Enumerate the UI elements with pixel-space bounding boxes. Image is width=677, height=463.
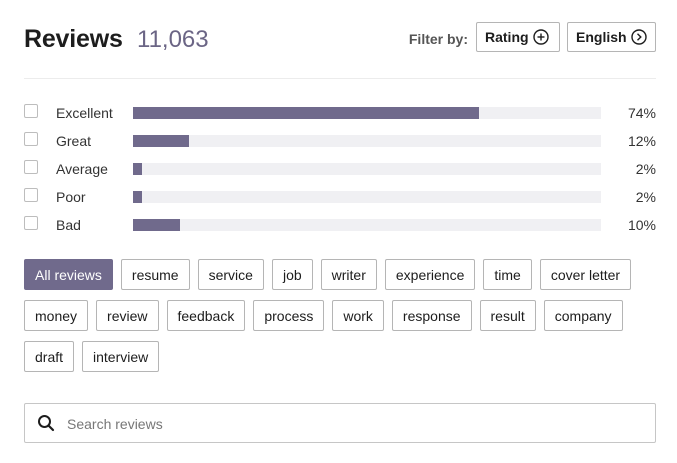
search-input[interactable]: [65, 404, 647, 444]
rating-bar-fill: [133, 107, 480, 119]
rating-bar-fill: [133, 163, 143, 175]
rating-label: Bad: [56, 217, 81, 233]
tag-resume[interactable]: resume: [120, 259, 190, 290]
filter-label: Filter by:: [408, 31, 468, 47]
rating-label: Average: [56, 161, 108, 177]
tag-review[interactable]: review: [96, 300, 159, 331]
tag-service[interactable]: service: [197, 259, 264, 290]
rating-percent: 74%: [627, 105, 656, 121]
rating-row[interactable]: Bad 10%: [24, 214, 656, 242]
tag-result[interactable]: result: [479, 300, 536, 331]
rating-row[interactable]: Average 2%: [24, 158, 656, 186]
page-title: Reviews: [24, 25, 123, 53]
rating-bar-fill: [133, 191, 143, 203]
rating-row[interactable]: Excellent 74%: [24, 102, 656, 130]
review-topic-tags: All reviews resume service job writer experie…: [24, 259, 664, 372]
rating-bar-track: [133, 219, 601, 231]
rating-bar-track: [133, 107, 601, 119]
rating-checkbox[interactable]: [24, 104, 38, 118]
rating-percent: 2%: [635, 189, 656, 205]
plus-circle-icon: [532, 29, 549, 45]
rating-checkbox[interactable]: [24, 132, 38, 146]
rating-row[interactable]: Poor 2%: [24, 186, 656, 214]
search-box: [24, 403, 656, 444]
tag-company[interactable]: company: [543, 300, 623, 331]
tag-work[interactable]: work: [332, 300, 384, 331]
tag-writer[interactable]: writer: [320, 259, 377, 290]
tag-interview[interactable]: interview: [82, 341, 160, 372]
tag-money[interactable]: money: [24, 300, 89, 331]
reviews-header: Reviews 11,063 Filter by: Rating English: [24, 18, 656, 58]
rating-label: Poor: [56, 189, 86, 205]
tag-experience[interactable]: experience: [384, 259, 476, 290]
header-divider: [24, 78, 656, 79]
review-count: 11,063: [137, 26, 209, 53]
language-filter-button[interactable]: English: [567, 22, 656, 52]
rating-percent: 2%: [635, 161, 656, 177]
tag-time[interactable]: time: [483, 259, 532, 290]
rating-bar-track: [133, 135, 601, 147]
tag-draft[interactable]: draft: [24, 341, 75, 372]
rating-checkbox[interactable]: [24, 188, 38, 202]
rating-breakdown: Excellent 74% Great 12% Average 2% Poor 2% Bad 10…: [24, 102, 656, 242]
rating-percent: 10%: [627, 217, 656, 233]
rating-filter-button[interactable]: Rating: [476, 22, 560, 52]
rating-bar-fill: [133, 135, 190, 147]
rating-label: Great: [56, 133, 92, 149]
rating-percent: 12%: [627, 133, 656, 149]
tag-feedback[interactable]: feedback: [166, 300, 246, 331]
tag-cover-letter[interactable]: cover letter: [539, 259, 632, 290]
rating-checkbox[interactable]: [24, 160, 38, 174]
search-icon: [38, 415, 55, 432]
rating-filter-label: Rating: [485, 29, 529, 45]
tag-job[interactable]: job: [271, 259, 313, 290]
language-filter-label: English: [576, 29, 627, 45]
rating-bar-track: [133, 191, 601, 203]
tag-process[interactable]: process: [253, 300, 325, 331]
rating-row[interactable]: Great 12%: [24, 130, 656, 158]
rating-bar-track: [133, 163, 601, 175]
tag-response[interactable]: response: [391, 300, 472, 331]
chevron-right-circle-icon: [630, 29, 647, 45]
rating-checkbox[interactable]: [24, 216, 38, 230]
rating-bar-fill: [133, 219, 180, 231]
rating-label: Excellent: [56, 105, 113, 121]
tag-all-reviews[interactable]: All reviews: [24, 259, 113, 290]
